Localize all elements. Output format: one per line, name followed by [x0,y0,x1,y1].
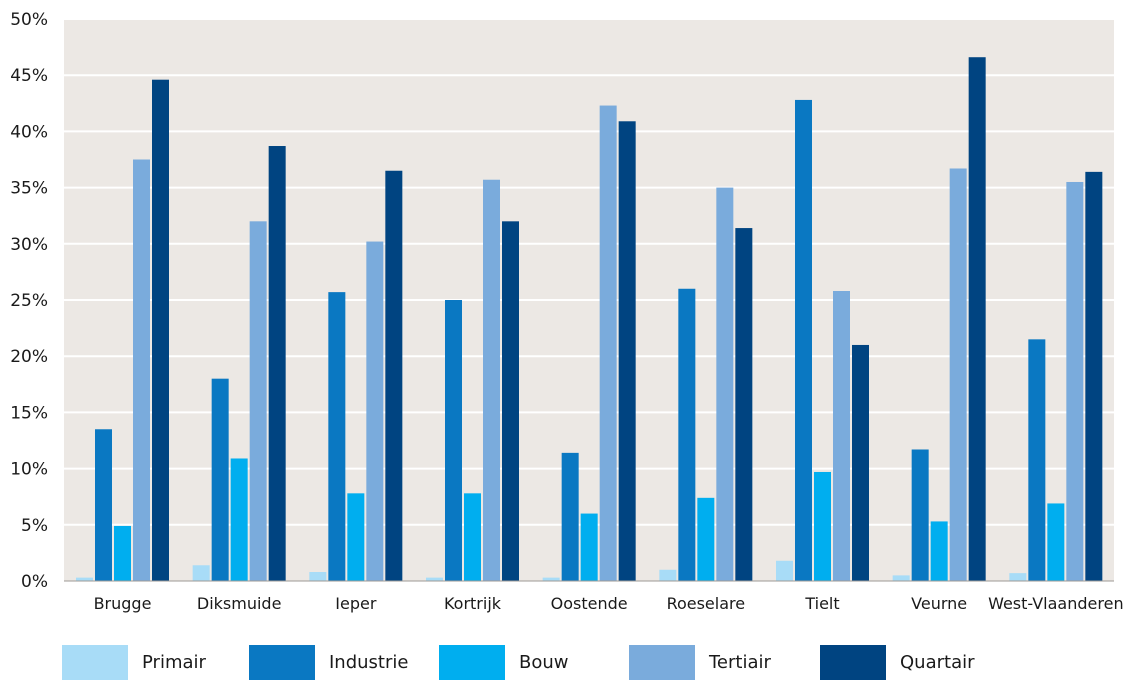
bar-industrie-7 [911,449,929,581]
y-tick-label: 35% [10,179,48,199]
bar-tertiair-6 [833,291,850,581]
bar-industrie-2 [328,292,346,581]
bar-industrie-8 [1028,339,1046,581]
y-tick-label: 10% [10,460,48,480]
bar-tertiair-0 [133,159,150,581]
bar-tertiair-2 [366,241,384,581]
bar-tertiair-7 [949,168,967,581]
legend-label: Primair [142,651,206,673]
y-tick-label: 5% [21,516,48,536]
bar-primair-2 [309,572,327,581]
bar-primair-8 [1009,573,1027,581]
bar-quartair-5 [735,228,753,581]
legend-label: Industrie [329,651,409,673]
y-tick-label: 25% [10,291,48,311]
bar-bouw-7 [930,521,948,581]
bar-bouw-4 [580,513,598,581]
y-tick-label: 50% [10,10,48,30]
legend-swatch [629,644,695,680]
bar-chart: 0% 5% 10% 15% 20% 25% 30% 35% 40% 45% 50% Brugge Dik… [10,10,1124,613]
bar-bouw-3 [464,493,481,581]
bar-primair-5 [659,569,677,581]
bar-tertiair-8 [1066,181,1084,582]
y-tick-label: 0% [21,572,48,592]
legend-swatch [249,644,315,680]
bar-bouw-0 [114,525,131,581]
bar-quartair-4 [618,121,636,581]
bar-quartair-1 [268,146,286,581]
bar-industrie-0 [95,429,112,581]
y-tick-label: 20% [10,347,48,367]
x-category-label: Brugge [94,594,152,613]
y-tick-label: 45% [10,66,48,86]
legend-label: Tertiair [709,651,771,673]
x-category-label: Ieper [335,594,377,613]
bar-industrie-1 [211,378,229,581]
bar-industrie-4 [561,452,579,581]
x-category-label: Oostende [551,594,628,613]
bar-quartair-0 [152,79,169,582]
x-category-label: Veurne [911,594,967,613]
legend-label: Bouw [519,651,569,673]
bar-tertiair-3 [483,179,500,581]
bar-industrie-5 [678,288,696,581]
bar-industrie-3 [445,300,462,581]
legend-swatch [62,644,128,680]
bar-primair-7 [892,575,910,581]
bar-primair-0 [76,577,93,581]
bar-bouw-2 [347,493,365,581]
legend-item-industrie: Industrie [249,644,439,680]
bar-bouw-1 [230,458,248,581]
bar-tertiair-4 [599,105,617,581]
bar-quartair-2 [385,170,403,582]
bar-tertiair-1 [249,221,267,581]
bar-bouw-6 [814,471,831,581]
bar-primair-3 [426,577,443,581]
bar-tertiair-5 [716,187,734,581]
legend-item-primair: Primair [62,644,249,680]
bar-quartair-6 [852,344,869,581]
y-tick-label: 15% [10,403,48,423]
x-category-label: Tielt [804,594,839,613]
y-tick-label: 30% [10,235,48,255]
bar-primair-6 [776,560,793,581]
y-tick-label: 40% [10,122,48,142]
legend-item-bouw: Bouw [439,644,629,680]
x-category-label: Diksmuide [197,594,282,613]
legend-swatch [820,644,886,680]
bar-quartair-7 [968,57,986,581]
bar-primair-1 [192,565,210,581]
bar-quartair-8 [1085,171,1103,581]
bar-primair-4 [542,577,560,581]
x-category-label: Roeselare [667,594,746,613]
x-category-label: Kortrijk [444,594,502,613]
legend-swatch [439,644,505,680]
bar-bouw-8 [1047,503,1065,581]
bar-quartair-3 [502,221,519,581]
legend: Primair Industrie Bouw Tertiair Quartair [62,644,1010,680]
bar-industrie-6 [795,99,812,581]
x-category-label: West-Vlaanderen [988,594,1124,613]
legend-item-quartair: Quartair [820,644,1010,680]
bar-bouw-5 [697,497,715,581]
legend-label: Quartair [900,651,975,673]
legend-item-tertiair: Tertiair [629,644,820,680]
